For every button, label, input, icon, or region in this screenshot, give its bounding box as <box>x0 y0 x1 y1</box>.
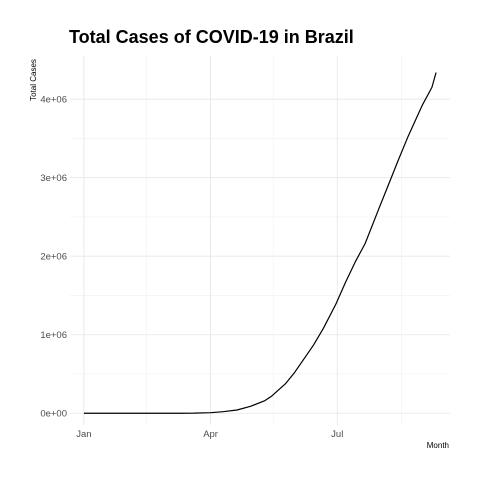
y-tick-label: 1e+06 <box>40 330 67 341</box>
x-tick-label: Jul <box>331 429 343 440</box>
y-axis-label: Total Cases <box>29 59 38 101</box>
chart-title: Total Cases of COVID-19 in Brazil <box>69 27 354 47</box>
x-tick-label: Jan <box>76 429 91 440</box>
x-tick-label: Apr <box>203 429 218 440</box>
y-tick-label: 2e+06 <box>40 252 67 263</box>
y-tick-label: 4e+06 <box>40 95 67 106</box>
grid <box>70 56 450 425</box>
x-axis-label: Month <box>427 441 449 450</box>
tick-labels: 0e+00 1e+06 2e+06 3e+06 4e+06 Jan Apr Jul <box>40 95 343 440</box>
y-tick-label: 3e+06 <box>40 173 67 184</box>
series-line-total-cases <box>83 72 437 414</box>
y-tick-label: 0e+00 <box>40 409 67 420</box>
